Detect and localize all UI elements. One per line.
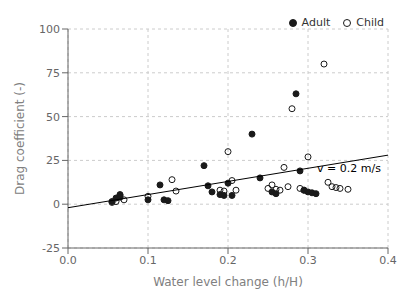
svg-text:25: 25 [46, 154, 60, 167]
svg-text:v = 0.2 m/s: v = 0.2 m/s [317, 162, 381, 175]
svg-text:50: 50 [46, 111, 60, 124]
svg-text:0.2: 0.2 [219, 254, 237, 267]
svg-text:0.1: 0.1 [139, 254, 157, 267]
svg-text:0.0: 0.0 [59, 254, 77, 267]
svg-text:0: 0 [53, 198, 60, 211]
svg-text:-25: -25 [42, 242, 60, 255]
svg-text:75: 75 [46, 67, 60, 80]
svg-text:0.4: 0.4 [379, 254, 397, 267]
html-text:Child: Child [356, 16, 384, 29]
svg-text:0.3: 0.3 [299, 254, 317, 267]
html-text:Adult: Adult [301, 16, 331, 29]
svg-text:100: 100 [39, 23, 60, 36]
svg-text:Water level change (h/H): Water level change (h/H) [153, 275, 303, 289]
svg-text:Drag coefficient (-): Drag coefficient (-) [13, 82, 27, 195]
